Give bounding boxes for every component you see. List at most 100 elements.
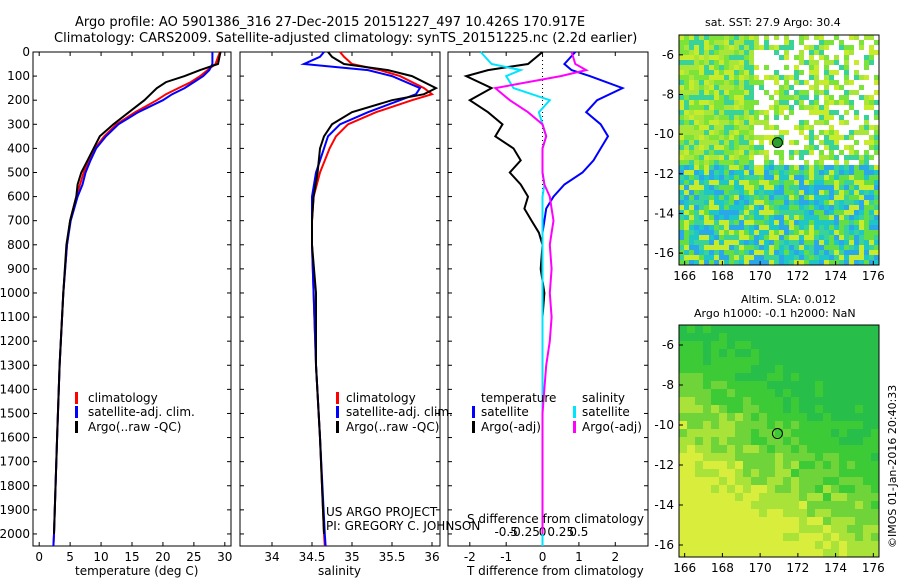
x-tick-label: 35.5	[379, 550, 406, 564]
sst-cell	[684, 205, 689, 210]
sla-cell	[775, 373, 783, 381]
sla-cell	[687, 549, 695, 557]
sst-cell	[794, 195, 799, 200]
sst-cell	[694, 70, 699, 75]
sst-cell	[739, 245, 744, 250]
sst-cell	[749, 170, 754, 175]
sla-cell	[767, 429, 775, 437]
sst-cell	[799, 255, 804, 260]
sla-cell	[855, 413, 863, 421]
sla-cell	[743, 325, 751, 333]
sla-cell	[735, 485, 743, 493]
sst-cell	[839, 230, 844, 235]
sst-cell	[764, 65, 769, 70]
sla-cell	[871, 509, 879, 517]
sst-cell	[749, 90, 754, 95]
sst-cell	[739, 250, 744, 255]
sst-cell	[824, 170, 829, 175]
sst-cell	[814, 90, 819, 95]
sla-cell	[687, 397, 695, 405]
sla-cell	[695, 501, 703, 509]
sst-cell	[699, 140, 704, 145]
sst-cell	[744, 70, 749, 75]
sst-cell	[779, 245, 784, 250]
sst-cell	[869, 200, 874, 205]
sst-cell	[684, 105, 689, 110]
sla-cell	[695, 477, 703, 485]
sst-cell	[719, 100, 724, 105]
sla-cell	[735, 421, 743, 429]
sla-cell	[791, 445, 799, 453]
sst-cell	[874, 180, 879, 185]
series-line-satellite-adj-clim-	[52, 52, 214, 547]
sst-cell	[714, 130, 719, 135]
sst-cell	[774, 230, 779, 235]
map-x-tick-label: 168	[711, 269, 734, 283]
sla-cell	[735, 525, 743, 533]
sst-cell	[814, 250, 819, 255]
sst-cell	[839, 195, 844, 200]
sst-cell	[704, 130, 709, 135]
sst-cell	[714, 70, 719, 75]
sst-cell	[754, 115, 759, 120]
sst-cell	[864, 175, 869, 180]
map-y-tick-label: -16	[654, 246, 674, 260]
sst-cell	[734, 120, 739, 125]
sst-cell	[689, 170, 694, 175]
sla-cell	[791, 405, 799, 413]
sst-cell	[849, 100, 854, 105]
sst-cell	[724, 215, 729, 220]
sla-cell	[863, 549, 871, 557]
sst-cell	[744, 250, 749, 255]
sst-cell	[824, 120, 829, 125]
sst-cell	[794, 55, 799, 60]
sla-cell	[815, 517, 823, 525]
sla-cell	[679, 477, 687, 485]
sla-cell	[847, 517, 855, 525]
sst-cell	[854, 230, 859, 235]
sla-cell	[831, 541, 839, 549]
sla-cell	[727, 373, 735, 381]
sst-cell	[749, 165, 754, 170]
sla-cell	[783, 509, 791, 517]
sst-cell	[739, 185, 744, 190]
sla-cell	[687, 525, 695, 533]
sst-cell	[754, 260, 759, 265]
sst-cell	[784, 170, 789, 175]
sst-cell	[854, 70, 859, 75]
sst-cell	[774, 245, 779, 250]
sst-cell	[719, 110, 724, 115]
sla-cell	[783, 525, 791, 533]
sst-cell	[854, 110, 859, 115]
sla-cell	[847, 493, 855, 501]
sla-cell	[823, 469, 831, 477]
sst-cell	[744, 75, 749, 80]
depth-tick-label: 400	[7, 141, 30, 155]
sst-cell	[689, 100, 694, 105]
sst-cell	[724, 70, 729, 75]
sst-cell	[734, 85, 739, 90]
sst-cell	[689, 235, 694, 240]
sst-cell	[844, 145, 849, 150]
sst-cell	[834, 250, 839, 255]
sst-cell	[824, 100, 829, 105]
sla-cell	[759, 413, 767, 421]
sla-cell	[823, 549, 831, 557]
sst-cell	[859, 45, 864, 50]
sst-cell	[839, 45, 844, 50]
sla-cell	[687, 357, 695, 365]
sst-cell	[779, 105, 784, 110]
sst-cell	[794, 240, 799, 245]
sst-cell	[829, 40, 834, 45]
sst-cell	[844, 205, 849, 210]
sst-cell	[724, 150, 729, 155]
sla-cell	[719, 365, 727, 373]
sst-cell	[799, 55, 804, 60]
sst-cell	[784, 240, 789, 245]
sla-cell	[759, 341, 767, 349]
sst-cell	[854, 180, 859, 185]
sst-cell	[799, 235, 804, 240]
sst-cell	[724, 155, 729, 160]
sst-cell	[689, 190, 694, 195]
sla-cell	[695, 509, 703, 517]
